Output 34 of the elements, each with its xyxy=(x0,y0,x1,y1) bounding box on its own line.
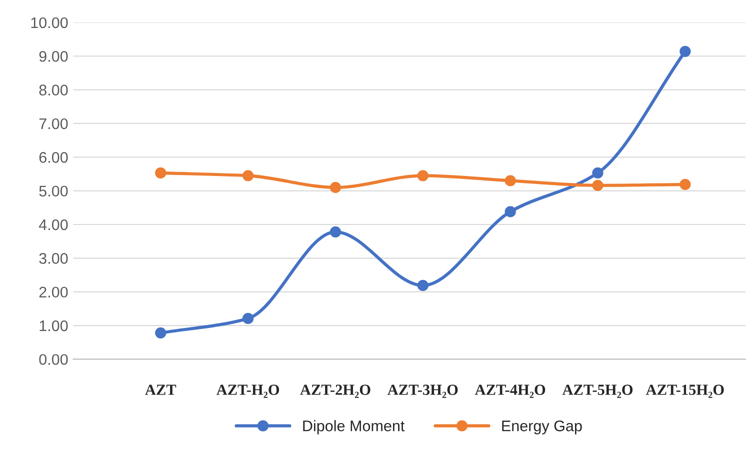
point xyxy=(242,312,254,324)
y-tick-label: 5.00 xyxy=(39,186,68,197)
x-tick-label: AZT-3H₂O xyxy=(388,384,458,398)
legend-label: Energy Gap xyxy=(502,420,582,434)
y-tick-label: 10.00 xyxy=(31,17,68,28)
point xyxy=(155,327,166,338)
point xyxy=(330,182,342,194)
x-tick-label: AZT xyxy=(145,384,176,395)
point xyxy=(417,280,428,292)
y-tick-label: 0.00 xyxy=(39,354,68,365)
y-tick-label: 9.00 xyxy=(39,50,68,62)
y-tick-label: 1.00 xyxy=(40,320,68,332)
y-tick-label: 2.00 xyxy=(39,286,68,298)
x-tick-label: AZT-4H₂O xyxy=(474,384,546,398)
x-tick-label: AZT-H₂O xyxy=(216,384,280,398)
point xyxy=(417,170,428,182)
point xyxy=(680,46,691,57)
point xyxy=(155,167,166,179)
x-tick-label: AZT-15H₂O xyxy=(646,384,724,398)
point xyxy=(680,178,691,190)
y-tick-label: 7.00 xyxy=(39,118,68,130)
y-tick-label: 3.00 xyxy=(39,253,68,264)
legend-label: Dipole Moment xyxy=(303,420,405,434)
point xyxy=(242,170,254,182)
x-tick-label: AZT-2H₂O xyxy=(300,384,370,398)
point xyxy=(504,206,516,218)
point xyxy=(504,175,516,186)
y-tick-label: 8.00 xyxy=(39,84,68,96)
y-tick-label: 6.00 xyxy=(39,152,68,163)
point xyxy=(592,167,604,179)
point xyxy=(330,226,342,238)
y-tick-label: 4.00 xyxy=(38,219,68,230)
point xyxy=(592,180,604,191)
x-tick-label: AZT-5H₂O xyxy=(562,384,633,398)
